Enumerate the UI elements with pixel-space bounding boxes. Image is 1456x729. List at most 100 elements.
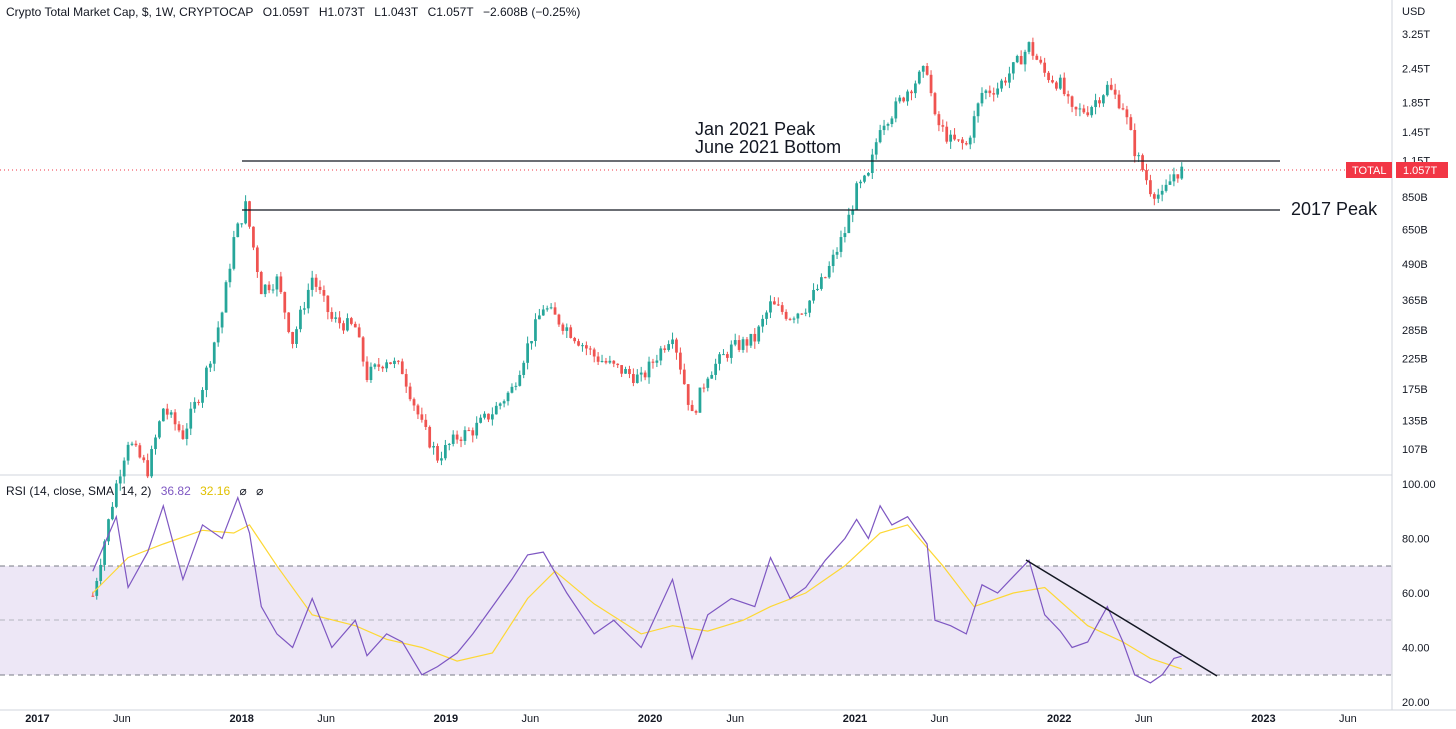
- candle-body: [142, 457, 146, 461]
- rsi-axis[interactable]: 100.00 80.00 60.00 40.00 20.00: [1402, 479, 1436, 709]
- open-value: O1.059T: [262, 5, 310, 19]
- candle-body: [353, 323, 357, 328]
- candle-body: [972, 116, 976, 138]
- candle-body: [792, 318, 796, 320]
- candle-body: [1125, 109, 1129, 118]
- candle-body: [111, 506, 114, 520]
- price-tick-label: 1.85T: [1402, 98, 1430, 110]
- candle-body: [773, 301, 776, 305]
- candle-body: [1145, 170, 1148, 181]
- candle-body: [326, 295, 330, 313]
- candle-body: [1129, 117, 1133, 130]
- candle-body: [847, 214, 851, 234]
- rsi-trendline[interactable]: [1025, 559, 1218, 677]
- candle-body: [878, 130, 882, 143]
- candle-body: [980, 92, 984, 104]
- candle-body: [412, 399, 416, 406]
- candle-body: [1113, 89, 1117, 95]
- price-tick-label: 285B: [1402, 325, 1428, 337]
- candle-body: [479, 417, 482, 423]
- candle-body: [400, 361, 404, 375]
- candle-body: [334, 317, 338, 319]
- candle-body: [1055, 82, 1058, 89]
- candle-body: [189, 408, 193, 429]
- price-axis[interactable]: USD 3.25T2.45T1.85T1.45T1.15T850B650B490…: [1346, 6, 1448, 456]
- candle-body: [283, 292, 287, 313]
- price-tick-label: 850B: [1402, 192, 1428, 204]
- candle-body: [964, 143, 968, 145]
- candle-body: [534, 319, 537, 341]
- rsi-tick-label: 20.00: [1402, 697, 1430, 709]
- candle-body: [800, 313, 804, 315]
- candle-body: [487, 413, 490, 420]
- candle-body: [1109, 84, 1113, 90]
- candle-body: [549, 307, 553, 309]
- candle-body: [240, 223, 244, 225]
- candle-body: [682, 369, 686, 385]
- candle-body: [1098, 100, 1101, 104]
- candle-body: [1090, 107, 1094, 116]
- candle-body: [443, 445, 447, 459]
- candle-body: [710, 374, 714, 379]
- candle-body: [447, 443, 451, 446]
- candle-body: [1149, 180, 1152, 195]
- candle-body: [757, 326, 761, 342]
- candle-body: [185, 428, 189, 439]
- time-axis[interactable]: 2017 Jun 2018 Jun 2019 Jun 2020 Jun 2021 Jun 2022 J…: [25, 713, 1357, 725]
- candle-body: [1011, 62, 1015, 74]
- candle-body: [1058, 77, 1062, 89]
- candle-body: [1152, 194, 1156, 199]
- close-value: C1.057T: [427, 5, 474, 19]
- candle-body: [291, 332, 294, 344]
- candle-body: [1086, 112, 1090, 116]
- candle-body: [510, 386, 514, 393]
- candle-body: [459, 439, 463, 441]
- candle-body: [451, 434, 455, 444]
- rsi-value: 36.82: [160, 484, 191, 498]
- candle-body: [490, 414, 494, 420]
- candle-body: [158, 421, 161, 438]
- candle-body: [342, 323, 345, 331]
- candle-body: [608, 360, 612, 363]
- candle-body: [205, 367, 208, 390]
- candle-body: [396, 360, 400, 362]
- candle-body: [369, 366, 373, 380]
- candle-body: [867, 172, 870, 176]
- candle-body: [522, 362, 526, 375]
- candle-body: [154, 437, 157, 450]
- price-tick-label: 490B: [1402, 259, 1428, 271]
- candle-body: [855, 183, 859, 210]
- candle-body: [941, 125, 945, 127]
- candle-body: [992, 93, 996, 95]
- candle-body: [1176, 174, 1180, 179]
- candle-body: [741, 339, 745, 350]
- time-tick-label: Jun: [1339, 713, 1357, 725]
- candle-body: [831, 254, 835, 267]
- candle-body: [1156, 194, 1160, 199]
- candle-body: [914, 83, 917, 94]
- symbol-title[interactable]: Crypto Total Market Cap, $, 1W, CRYPTOCA…: [6, 5, 254, 19]
- candle-body: [389, 362, 392, 364]
- candle-body: [393, 360, 396, 364]
- candle-body: [898, 97, 902, 102]
- candle-body: [1117, 94, 1121, 109]
- price-tick-label: 135B: [1402, 416, 1428, 428]
- rsi-series-group: [92, 495, 1182, 684]
- candle-body: [1102, 95, 1105, 104]
- candle-body: [1066, 94, 1070, 97]
- candle-body: [385, 362, 388, 369]
- candle-body: [894, 101, 898, 119]
- candle-body: [929, 74, 933, 94]
- candle-body: [177, 424, 181, 431]
- candle-body: [287, 312, 291, 333]
- candle-body: [722, 354, 725, 356]
- candle-body: [1035, 55, 1039, 60]
- candle-body: [1180, 166, 1184, 179]
- candle-body: [404, 374, 408, 387]
- candle-body: [338, 317, 341, 324]
- candle-body: [236, 223, 240, 238]
- candle-body: [1137, 155, 1141, 157]
- candle-body: [537, 315, 541, 320]
- candle-body: [440, 458, 443, 461]
